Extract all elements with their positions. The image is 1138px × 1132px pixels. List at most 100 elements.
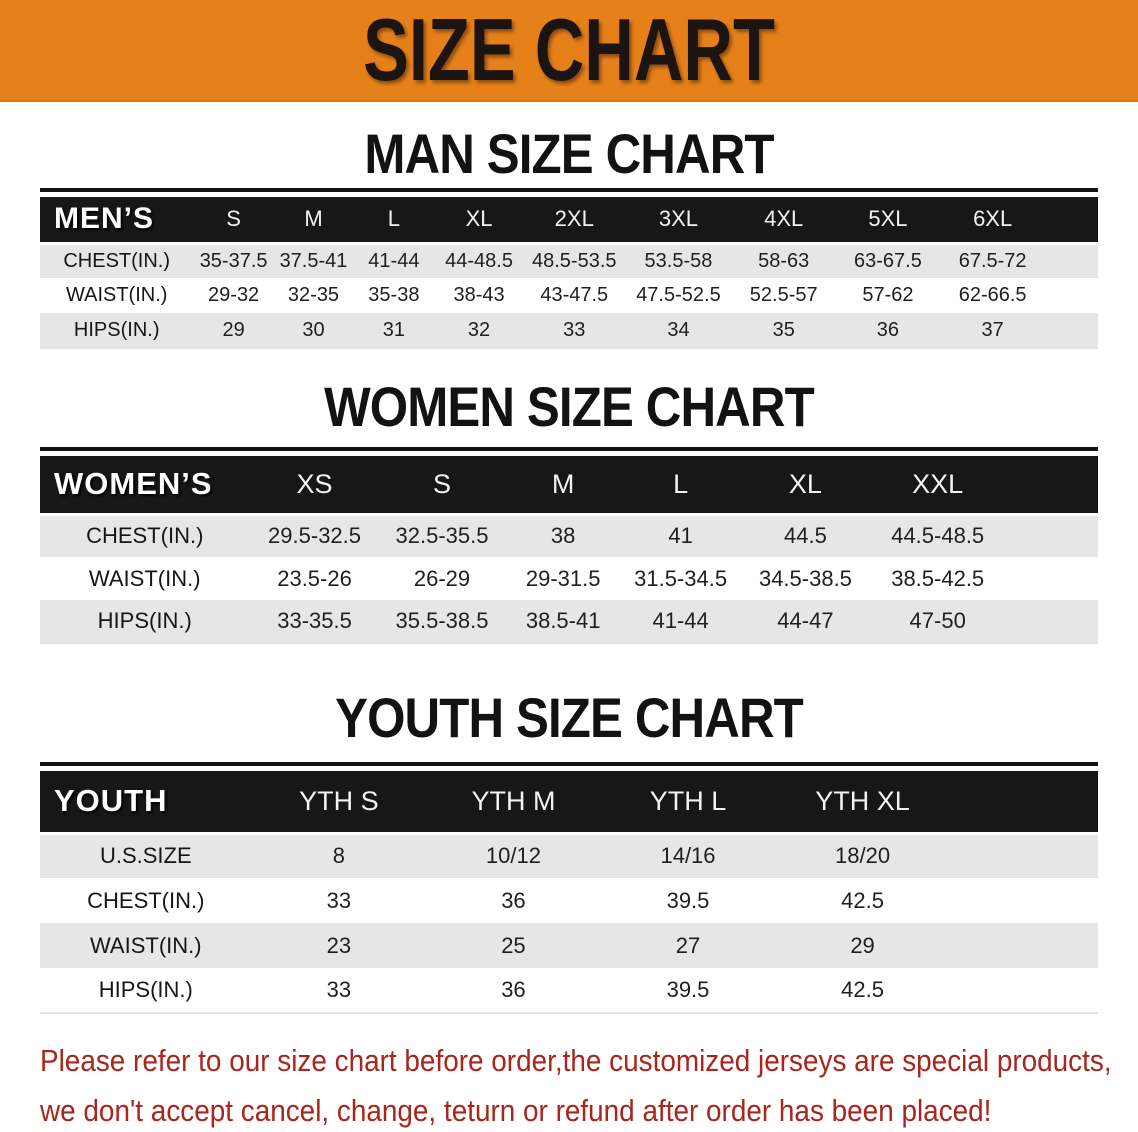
size-column-header: XS bbox=[249, 456, 380, 516]
value-cell: 35 bbox=[772, 318, 795, 341]
table-row: CHEST(IN.) 33 36 39.5 42.5 bbox=[40, 878, 1098, 923]
men-size-table: MEN’S S M L XL 2XL 3XL 4XL 5XL 6XL CHEST(IN.) 35-37… bbox=[40, 197, 1098, 349]
value-cell: 44-48.5 bbox=[445, 249, 513, 272]
value-cell: 34.5-38.5 bbox=[758, 565, 852, 591]
value-cell: 47-50 bbox=[909, 608, 966, 633]
value-cell: 34 bbox=[667, 318, 690, 341]
size-column-header: S bbox=[379, 456, 505, 516]
size-column-header: M bbox=[504, 456, 622, 516]
value-cell: 36 bbox=[876, 318, 900, 341]
value-cell: 38.5-41 bbox=[525, 608, 601, 633]
value-cell: 27 bbox=[675, 932, 701, 958]
spacer-cell bbox=[950, 923, 1098, 968]
row-label-cell: HIPS(IN.) bbox=[73, 318, 160, 341]
size-column-header: XL bbox=[434, 197, 524, 245]
spacer-cell bbox=[1004, 557, 1098, 600]
notice-line-1: Please refer to our size chart before or… bbox=[40, 1043, 1112, 1078]
value-cell: 43-47.5 bbox=[540, 284, 609, 306]
value-cell: 41-44 bbox=[652, 608, 709, 633]
value-cell: 41-44 bbox=[368, 249, 420, 272]
value-cell: 18/20 bbox=[835, 843, 891, 869]
spacer-cell bbox=[949, 771, 1098, 835]
table-row: HIPS(IN.) 29 30 31 32 33 34 35 36 37 bbox=[40, 313, 1098, 348]
value-cell: 31.5-34.5 bbox=[634, 565, 728, 591]
value-cell: 44-47 bbox=[777, 608, 834, 633]
value-cell: 23 bbox=[326, 932, 352, 958]
table-row: U.S.SIZE 8 10/12 14/16 18/20 bbox=[40, 833, 1098, 878]
value-cell: 36 bbox=[501, 977, 526, 1002]
value-cell: 37.5-41 bbox=[279, 249, 348, 272]
value-cell: 29.5-32.5 bbox=[268, 523, 362, 549]
table-row: HIPS(IN.) 33 36 39.5 42.5 bbox=[40, 968, 1098, 1013]
page-title: SIZE CHART bbox=[363, 0, 775, 99]
row-label-cell: WAIST(IN.) bbox=[89, 932, 202, 958]
youth-section-heading: YOUTH SIZE CHART bbox=[335, 686, 804, 749]
women-section-heading: WOMEN SIZE CHART bbox=[324, 375, 815, 438]
row-label-cell: CHEST(IN.) bbox=[87, 887, 205, 913]
section-women: WOMEN SIZE CHART WOMEN’S XS S M L XL XXL CHEST(… bbox=[40, 377, 1098, 644]
size-column-header: 5XL bbox=[835, 197, 941, 245]
value-cell: 10/12 bbox=[485, 843, 541, 869]
banner: SIZE CHART bbox=[0, 0, 1138, 102]
value-cell: 29-32 bbox=[208, 284, 260, 306]
spacer-cell bbox=[950, 968, 1098, 1013]
value-cell: 29 bbox=[850, 932, 875, 958]
table-row: CHEST(IN.) 29.5-32.5 32.5-35.5 38 41 44.5 44.5… bbox=[40, 514, 1098, 557]
value-cell: 35-38 bbox=[368, 284, 420, 306]
row-label-cell: U.S.SIZE bbox=[99, 843, 192, 869]
value-cell: 32 bbox=[467, 318, 491, 341]
value-cell: 23.5-26 bbox=[277, 565, 352, 591]
value-cell: 38.5-42.5 bbox=[891, 565, 985, 591]
value-cell: 29 bbox=[222, 318, 245, 341]
size-column-header: YTH M bbox=[426, 771, 601, 835]
size-column-header: L bbox=[621, 456, 740, 516]
value-cell: 8 bbox=[332, 843, 345, 869]
spacer-cell bbox=[950, 833, 1098, 878]
row-label-cell: CHEST(IN.) bbox=[63, 249, 171, 272]
spacer-cell bbox=[1045, 313, 1098, 348]
table-top-divider bbox=[40, 188, 1098, 192]
table-row: HIPS(IN.) 33-35.5 35.5-38.5 38.5-41 41-44 44-… bbox=[40, 600, 1098, 643]
table-row: WAIST(IN.) 29-32 32-35 35-38 38-43 43-47.5 47.… bbox=[40, 278, 1098, 313]
size-column-header: 4XL bbox=[731, 197, 836, 245]
value-cell: 35.5-38.5 bbox=[395, 608, 489, 633]
size-column-header: S bbox=[193, 197, 274, 245]
value-cell: 38 bbox=[550, 523, 576, 549]
header-row: MEN’S S M L XL 2XL 3XL 4XL 5XL 6XL bbox=[40, 197, 1098, 245]
value-cell: 47.5-52.5 bbox=[636, 284, 721, 306]
spacer-cell bbox=[1004, 514, 1098, 557]
value-cell: 41 bbox=[668, 523, 693, 549]
spacer-cell bbox=[1004, 600, 1098, 643]
size-column-header: XL bbox=[739, 456, 872, 516]
value-cell: 53.5-58 bbox=[644, 249, 713, 272]
value-cell: 32-35 bbox=[287, 284, 340, 306]
table-title-cell: WOMEN’S bbox=[40, 456, 250, 516]
value-cell: 42.5 bbox=[841, 887, 884, 913]
youth-size-table: YOUTH YTH S YTH M YTH L YTH XL U.S.SIZE 8 10/12… bbox=[40, 771, 1098, 1014]
table-top-divider bbox=[40, 447, 1098, 451]
value-cell: 58-63 bbox=[758, 249, 810, 272]
value-cell: 36 bbox=[501, 887, 526, 913]
value-cell: 39.5 bbox=[666, 977, 710, 1002]
table-top-divider bbox=[40, 762, 1098, 766]
value-cell: 62-66.5 bbox=[958, 284, 1027, 306]
spacer-cell bbox=[1003, 456, 1098, 516]
spacer-cell bbox=[1045, 243, 1098, 278]
row-label-cell: HIPS(IN.) bbox=[98, 977, 193, 1002]
value-cell: 35-37.5 bbox=[199, 249, 268, 272]
value-cell: 33 bbox=[326, 977, 352, 1002]
size-column-header: XXL bbox=[871, 456, 1004, 516]
value-cell: 33-35.5 bbox=[277, 608, 352, 633]
women-size-table: WOMEN’S XS S M L XL XXL CHEST(IN.) 29.5-32.5 32.5… bbox=[40, 456, 1098, 644]
size-column-header: 3XL bbox=[625, 197, 732, 245]
table-row: WAIST(IN.) 23.5-26 26-29 29-31.5 31.5-34.5 34… bbox=[40, 557, 1098, 600]
size-column-header: YTH L bbox=[600, 771, 776, 835]
value-cell: 33 bbox=[326, 887, 352, 913]
value-cell: 67.5-72 bbox=[958, 249, 1027, 272]
section-youth: YOUTH SIZE CHART YOUTH YTH S YTH M YTH L YTH… bbox=[40, 688, 1098, 1014]
row-label-cell: WAIST(IN.) bbox=[88, 565, 201, 591]
men-section-heading: MAN SIZE CHART bbox=[364, 122, 774, 185]
row-label-cell: HIPS(IN.) bbox=[97, 608, 192, 633]
value-cell: 48.5-53.5 bbox=[531, 249, 617, 272]
